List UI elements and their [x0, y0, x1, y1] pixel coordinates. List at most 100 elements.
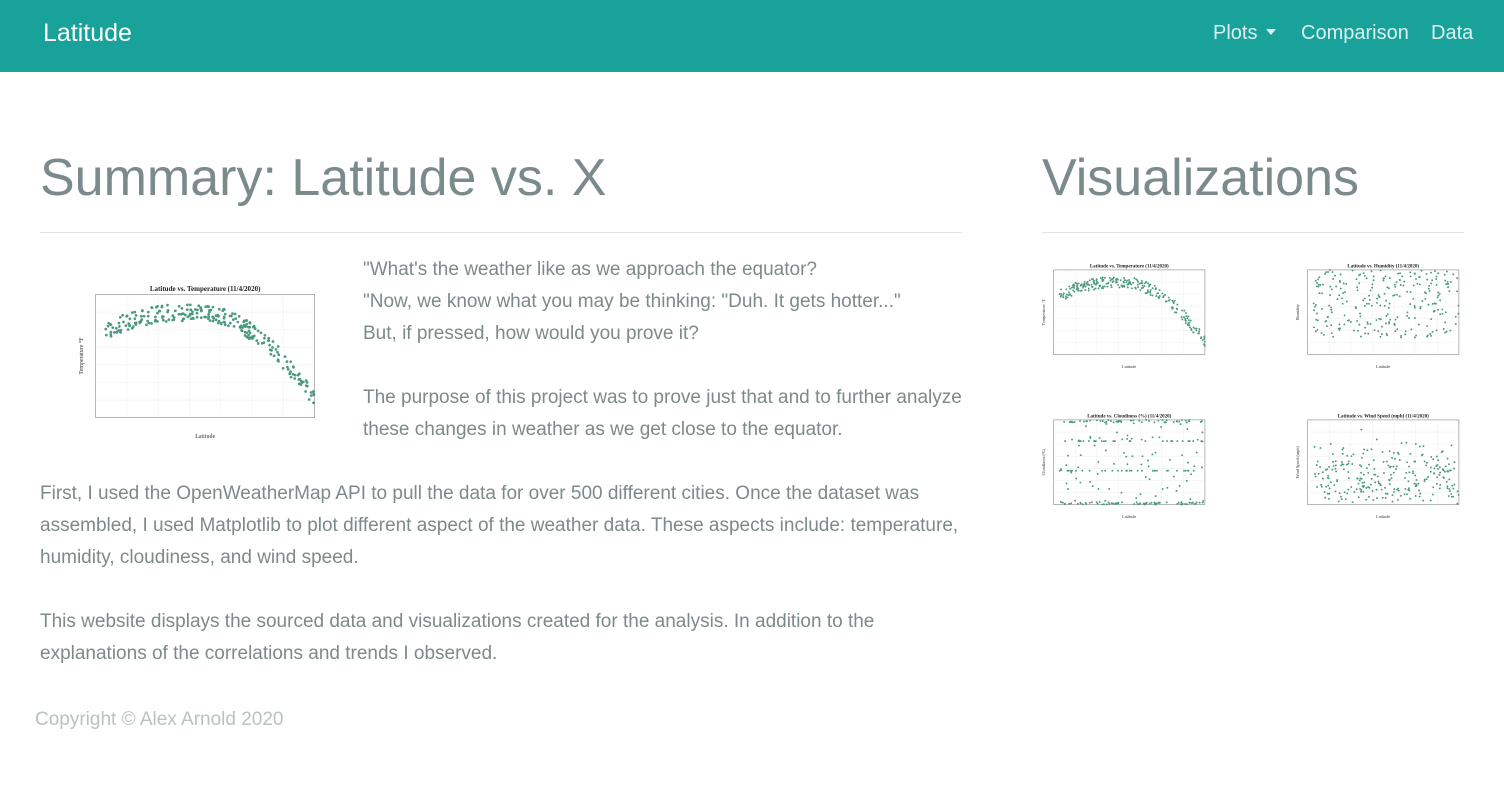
data-point [1394, 457, 1396, 460]
data-point [188, 303, 192, 307]
data-point [1175, 469, 1178, 472]
y-axis-label: Humidity [1295, 303, 1300, 320]
data-point [1351, 501, 1354, 504]
data-point [134, 313, 138, 317]
data-point [1326, 492, 1329, 495]
data-point [1415, 484, 1418, 487]
data-point [1067, 294, 1070, 297]
data-point [1418, 445, 1421, 448]
data-point [1198, 330, 1200, 333]
data-point [1432, 458, 1435, 461]
data-point [1378, 296, 1381, 298]
data-point [289, 360, 293, 364]
data-point [1140, 438, 1143, 441]
data-point [1062, 293, 1065, 296]
data-point [252, 334, 256, 338]
data-point [1175, 307, 1178, 310]
data-point [1072, 289, 1075, 292]
data-point [256, 329, 260, 333]
data-point [1185, 479, 1188, 482]
data-point [1145, 292, 1148, 295]
data-point [1070, 421, 1073, 424]
data-point [1324, 468, 1327, 471]
data-point [1314, 475, 1317, 478]
data-point [1084, 289, 1087, 291]
data-point [1155, 469, 1158, 472]
data-point [1071, 438, 1073, 441]
brand-link[interactable]: Latitude [43, 19, 132, 47]
data-point [1365, 277, 1368, 280]
data-point [1095, 283, 1097, 286]
viz-cloudiness-plot[interactable]: Latitude vs. Cloudiness (%) (11/4/2020) L… [1040, 410, 1210, 520]
data-point [1432, 310, 1435, 313]
data-point [139, 314, 143, 318]
data-point [1415, 483, 1418, 486]
data-point [311, 390, 315, 393]
data-point [1408, 471, 1411, 474]
data-point [1412, 472, 1414, 475]
data-point [106, 324, 110, 328]
data-point [1387, 287, 1390, 290]
data-point [104, 333, 108, 337]
data-point [1432, 472, 1435, 475]
viz-windspeed-plot[interactable]: Latitude vs. Wind Speed (mph) (11/4/2020… [1294, 410, 1464, 520]
data-point [1190, 327, 1193, 330]
viz-humidity-plot[interactable]: Latitude vs. Humidity (11/4/2020) Latitud… [1294, 260, 1464, 370]
data-point [1185, 315, 1188, 318]
data-point [1098, 436, 1101, 439]
data-point [1393, 283, 1396, 286]
summary-title: Summary: Latitude vs. X [40, 149, 607, 207]
data-point [242, 320, 246, 324]
data-point [1371, 283, 1374, 286]
data-point [1155, 295, 1158, 297]
data-point [1338, 294, 1341, 297]
data-point [1187, 315, 1190, 318]
data-point [1352, 453, 1355, 456]
data-point [1377, 480, 1380, 483]
data-point [1447, 286, 1449, 289]
data-point [1199, 420, 1202, 423]
data-point [1197, 332, 1200, 335]
data-point [1435, 455, 1438, 458]
data-point [1160, 425, 1163, 428]
data-point [1066, 293, 1068, 296]
data-point [1132, 281, 1135, 284]
data-point [1119, 420, 1122, 423]
nav-data-link[interactable]: Data [1431, 22, 1474, 44]
data-point [1341, 463, 1344, 466]
data-point [1398, 295, 1401, 298]
data-point [1357, 496, 1360, 499]
data-point [1139, 502, 1142, 505]
data-point [1341, 302, 1344, 305]
data-point [1380, 333, 1383, 336]
x-axis-label: Latitude [1376, 514, 1390, 519]
nav-plots-label: Plots [1213, 22, 1258, 44]
data-point [1122, 281, 1125, 284]
data-point [1438, 473, 1441, 476]
data-point [1145, 281, 1148, 284]
data-point [1376, 301, 1378, 304]
data-point [1089, 480, 1092, 483]
data-point [1449, 490, 1452, 493]
nav-comparison-link[interactable]: Comparison [1301, 22, 1409, 44]
data-point [1151, 294, 1154, 297]
data-point [1392, 294, 1395, 297]
data-point [1442, 327, 1445, 330]
data-point [1351, 463, 1354, 465]
data-point [1334, 464, 1337, 467]
data-point [1331, 468, 1334, 471]
data-point [1398, 459, 1401, 462]
data-point [1184, 318, 1187, 321]
nav-plots-dropdown[interactable]: Plots [1213, 22, 1277, 45]
data-point [1444, 470, 1446, 473]
data-point [1125, 455, 1128, 458]
viz-temperature-plot[interactable]: Latitude vs. Temperature (11/4/2020) Lati… [1040, 260, 1210, 370]
data-point [1108, 487, 1111, 490]
scatter-plot: Latitude vs. Temperature (11/4/2020) Lati… [1041, 264, 1206, 369]
data-point [1404, 333, 1407, 336]
data-point [1149, 293, 1152, 296]
data-point [1111, 281, 1114, 284]
scatter-plot: Latitude vs. Humidity (11/4/2020) Latitud… [1295, 264, 1460, 369]
data-point [1449, 469, 1452, 472]
data-point [1384, 486, 1386, 489]
